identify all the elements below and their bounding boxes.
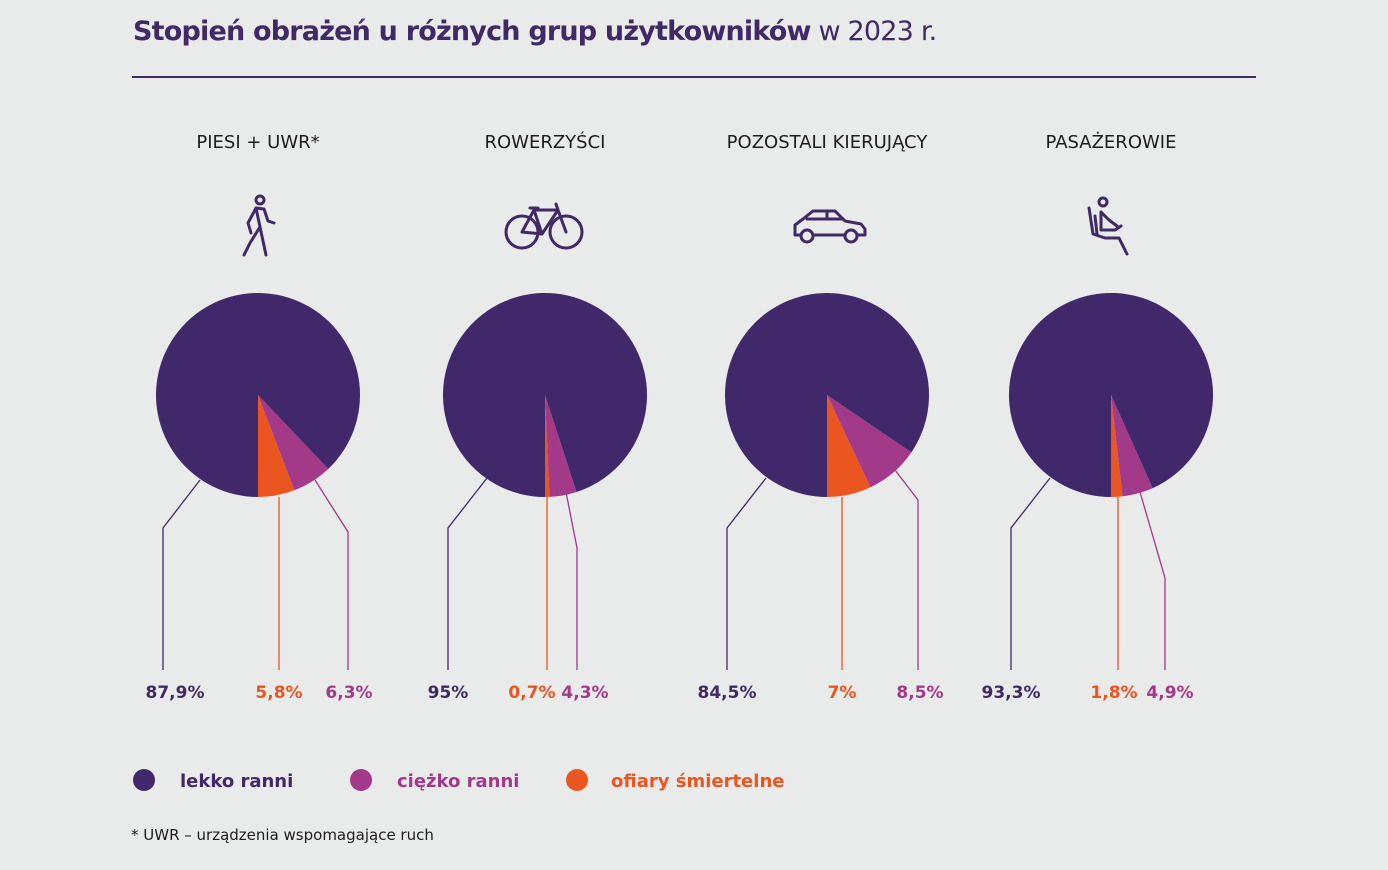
data-label-ofiary-smiertelne: 7% <box>828 683 857 703</box>
leader-line-lekko-ranni <box>447 477 488 670</box>
title-year: w 2023 r. <box>818 16 937 47</box>
pie-slice-lekko-ranni <box>1009 292 1214 497</box>
legend-ofiary-smiertelne: ofiary śmiertelne <box>611 771 784 792</box>
pie-slice-ciezko-ranni <box>258 395 329 491</box>
car-icon <box>793 209 867 244</box>
data-label-lekko-ranni: 87,9% <box>146 683 205 703</box>
legend-dot-ciezko-ranni <box>350 769 372 791</box>
data-label-ciezko-ranni: 8,5% <box>896 683 943 703</box>
pedestrian-icon <box>242 194 276 257</box>
title-bold: Stopień obrażeń u różnych grup użytkowni… <box>133 16 811 47</box>
pie-slice-lekko-ranni <box>725 293 930 497</box>
data-label-ofiary-smiertelne: 0,7% <box>508 683 555 703</box>
pie-slice-ofiary-smiertelne <box>258 395 295 497</box>
legend-lekko-ranni: lekko ranni <box>180 771 293 792</box>
pie-slice-ciezko-ranni <box>545 395 577 497</box>
data-label-lekko-ranni: 95% <box>428 683 469 703</box>
leader-line-lekko-ranni <box>726 477 767 670</box>
chart-title: Stopień obrażeń u różnych grup użytkowni… <box>133 16 937 47</box>
leader-line-lekko-ranni <box>162 479 201 670</box>
group-title-pasazerowie: PASAŻEROWIE <box>1046 132 1177 153</box>
leader-line-ciezko-ranni <box>314 479 349 670</box>
pie-slice-ofiary-smiertelne <box>827 395 871 497</box>
pie-slice-lekko-ranni <box>156 293 361 497</box>
data-label-ofiary-smiertelne: 1,8% <box>1090 683 1137 703</box>
leader-line-ciezko-ranni <box>1139 491 1166 670</box>
group-title-piesi: PIESI + UWR* <box>196 132 319 153</box>
data-label-ciezko-ranni: 6,3% <box>325 683 372 703</box>
pie-slice-ofiary-smiertelne <box>1111 395 1123 497</box>
leader-line-ciezko-ranni <box>894 469 919 670</box>
title-divider <box>132 76 1256 78</box>
legend-dot-ofiary-smiertelne <box>566 769 588 791</box>
group-title-rowerzysci: ROWERZYŚCI <box>485 131 606 153</box>
group-title-kierujacy: POZOSTALI KIERUJĄCY <box>727 132 929 153</box>
data-label-ciezko-ranni: 4,3% <box>561 683 608 703</box>
pie-slice-lekko-ranni <box>443 293 647 497</box>
pie-slice-ofiary-smiertelne <box>545 395 550 497</box>
data-label-ofiary-smiertelne: 5,8% <box>255 683 302 703</box>
data-label-lekko-ranni: 93,3% <box>982 683 1041 703</box>
passenger-icon <box>1087 196 1129 256</box>
pie-slice-ciezko-ranni <box>1111 395 1153 497</box>
leader-line-ciezko-ranni <box>565 491 578 670</box>
data-label-lekko-ranni: 84,5% <box>698 683 757 703</box>
legend-dot-lekko-ranni <box>133 769 155 791</box>
pie-slice-ciezko-ranni <box>827 395 912 488</box>
legend-ciezko-ranni: ciężko ranni <box>397 771 519 792</box>
data-label-ciezko-ranni: 4,9% <box>1146 683 1193 703</box>
leader-line-lekko-ranni <box>1010 477 1051 670</box>
footnote: * UWR – urządzenia wspomagające ruch <box>131 826 434 844</box>
bicycle-icon <box>504 202 584 250</box>
